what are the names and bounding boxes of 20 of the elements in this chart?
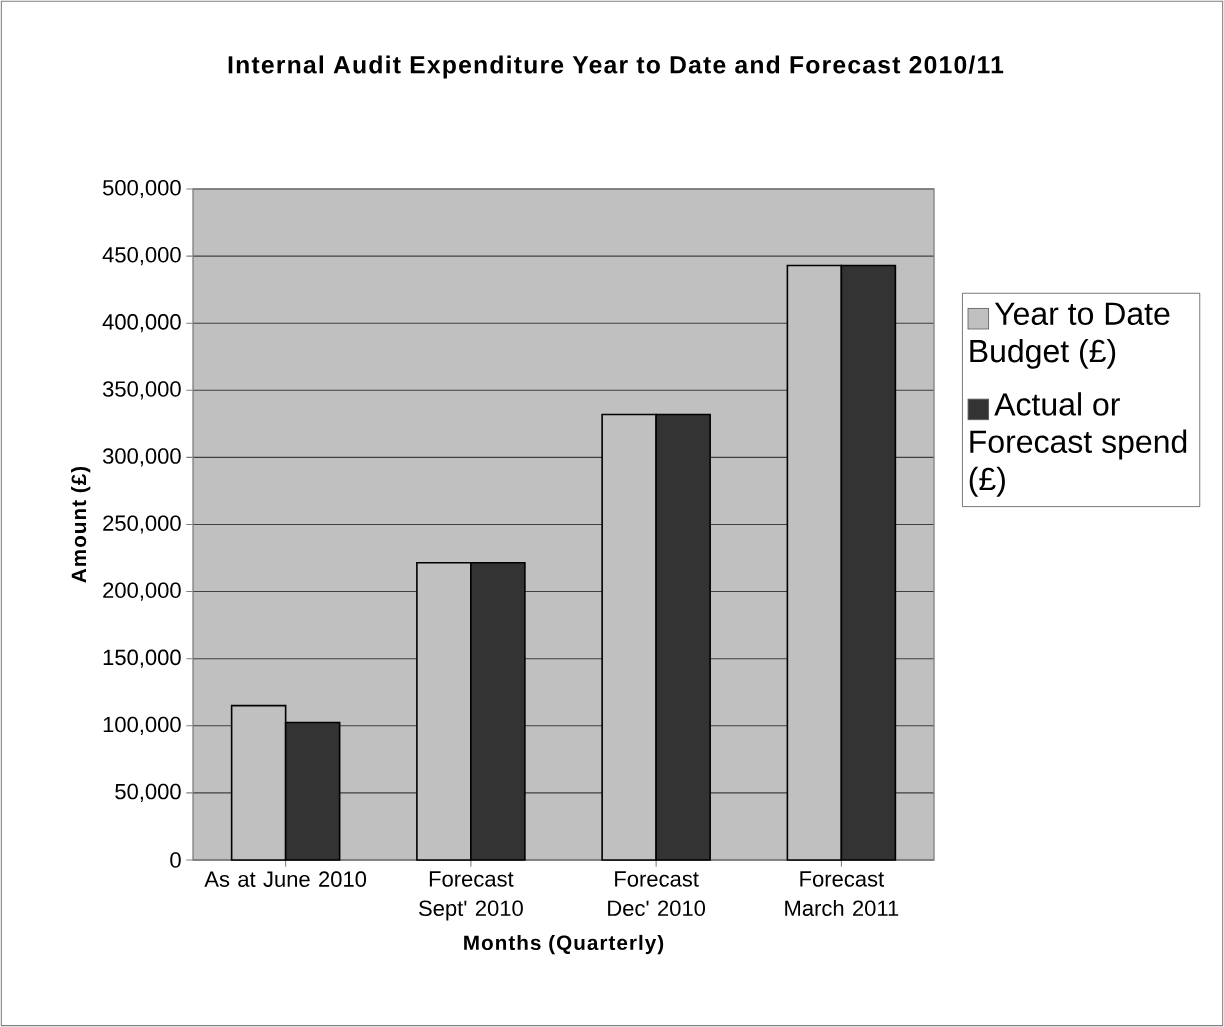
legend-label: Year to Date Budget (£) bbox=[970, 302, 1170, 369]
x-axis-title: Months (Quarterly) bbox=[464, 934, 664, 955]
x-tick-label: As at June 2010 bbox=[204, 871, 367, 887]
y-tick-label: 350,000 bbox=[102, 381, 181, 400]
y-tick-label: 0 bbox=[170, 852, 181, 868]
y-axis-title: Amount (£) bbox=[71, 466, 91, 583]
y-tick-label: 50,000 bbox=[115, 783, 181, 802]
chart-title: Internal Audit Expenditure Year to Date and Forecast 2010/11 bbox=[228, 55, 1004, 79]
y-tick-label: 450,000 bbox=[102, 247, 181, 266]
y-tick-label: 150,000 bbox=[103, 649, 181, 668]
y-tick-label: 300,000 bbox=[102, 448, 181, 467]
y-tick-label: 500,000 bbox=[102, 179, 181, 199]
x-tick-label: Forecast March 2011 bbox=[785, 871, 899, 917]
x-tick-label: Forecast Dec' 2010 bbox=[608, 871, 706, 917]
x-tick-label: Forecast Sept' 2010 bbox=[419, 871, 523, 921]
y-tick-label: 250,000 bbox=[103, 515, 181, 534]
y-tick-label: 100,000 bbox=[103, 716, 181, 735]
y-tick-label: 200,000 bbox=[103, 582, 181, 601]
legend-label: Actual or Forecast spend (£) bbox=[969, 392, 1187, 497]
y-tick-label: 400,000 bbox=[102, 314, 181, 333]
